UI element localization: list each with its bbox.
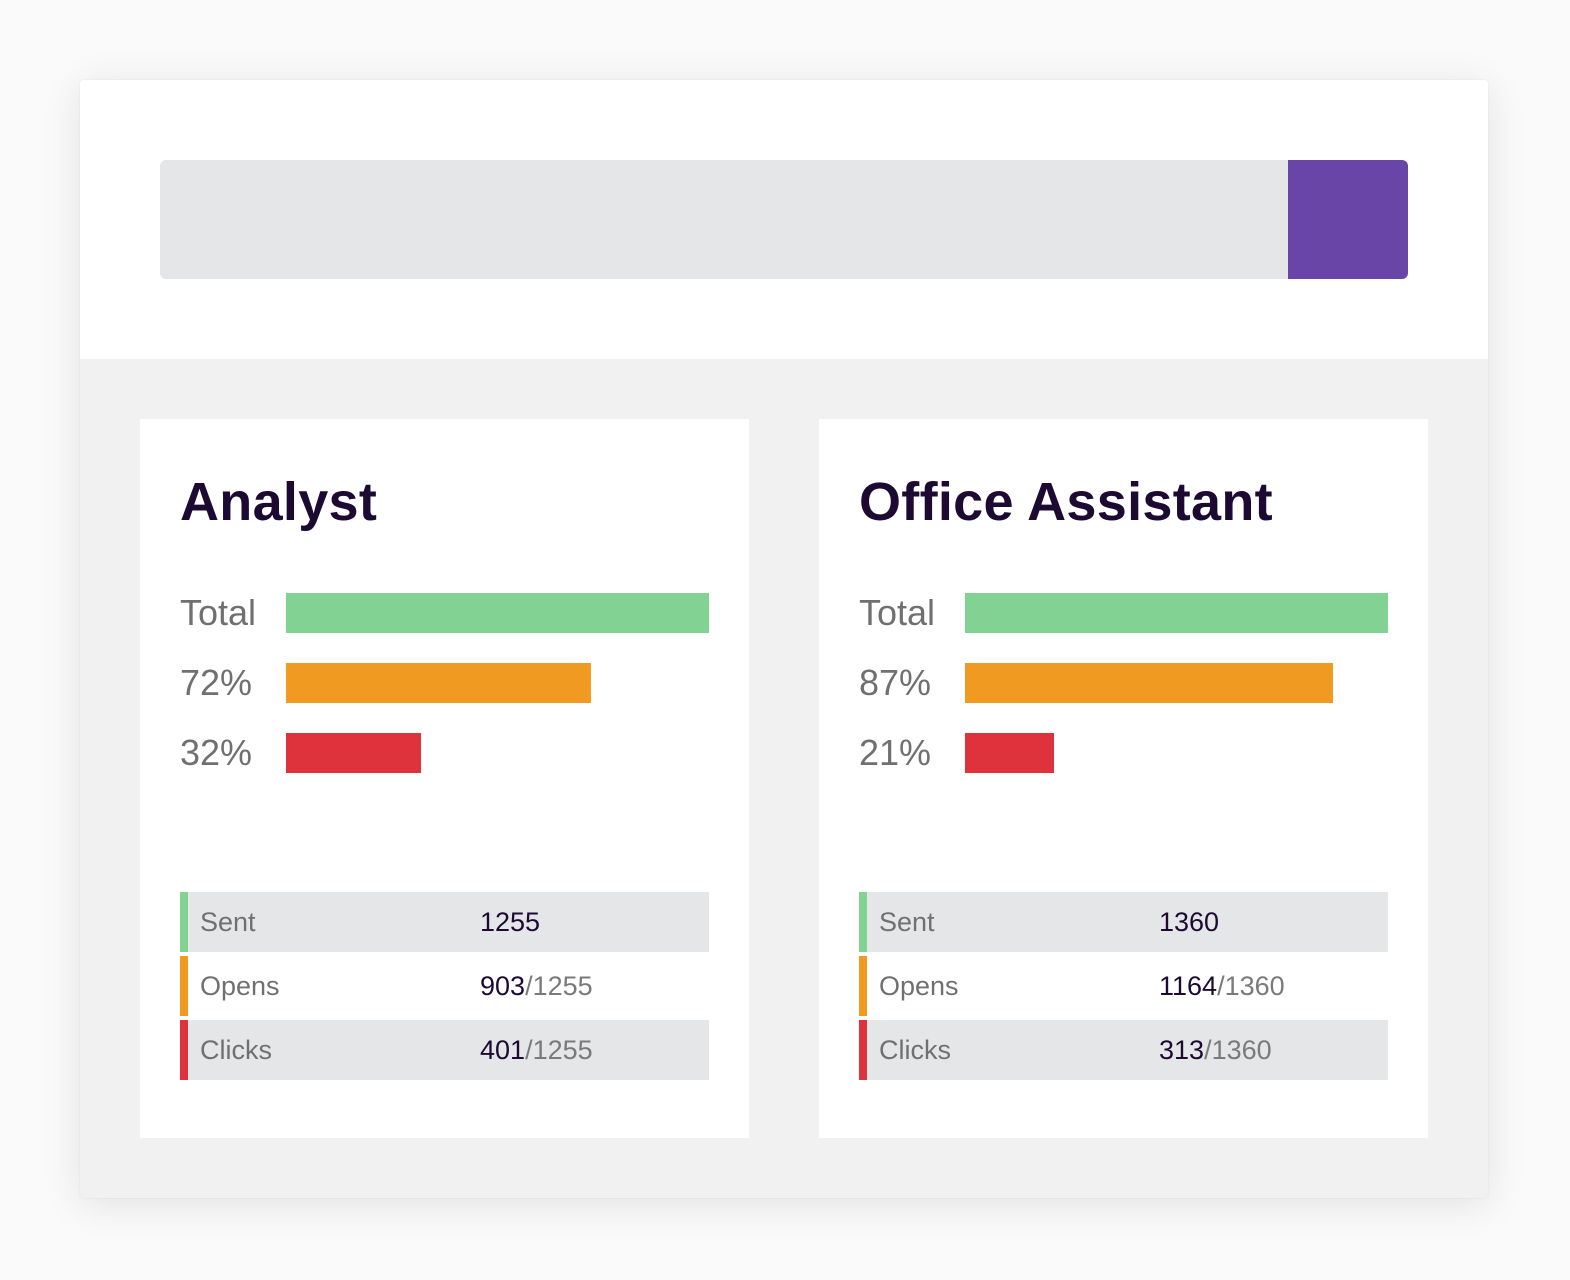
- app-window: Analyst Total 72% 32% Sent 1255: [80, 80, 1488, 1198]
- bar-track: [286, 593, 709, 633]
- stat-accent: [859, 892, 867, 952]
- bar-track: [965, 733, 1388, 773]
- total-bar: [286, 593, 709, 633]
- stat-separator: /: [1204, 1035, 1212, 1065]
- stat-name: Opens: [200, 971, 280, 1001]
- stat-name: Clicks: [879, 1035, 951, 1065]
- bar-track: [286, 663, 709, 703]
- stat-number: 1164: [1159, 971, 1218, 1001]
- stat-accent: [859, 956, 867, 1016]
- stat-number: 1360: [1159, 907, 1220, 937]
- stat-total: 1360: [1211, 1035, 1272, 1065]
- stat-value: 1360: [1159, 892, 1219, 952]
- stat-total: 1255: [532, 1035, 593, 1065]
- stat-row-clicks: Clicks 401/1255: [180, 1020, 709, 1080]
- stat-accent: [180, 956, 188, 1016]
- bar-track: [965, 593, 1388, 633]
- stat-name: Sent: [200, 907, 256, 937]
- stat-value: 313/1360: [1159, 1020, 1272, 1080]
- stat-separator: /: [1217, 971, 1225, 1001]
- stat-accent: [180, 1020, 188, 1080]
- stat-number: 903: [480, 971, 526, 1001]
- stat-row-sent: Sent 1255: [180, 892, 709, 952]
- stat-row-opens: Opens 903/1255: [180, 956, 709, 1016]
- stat-separator: /: [525, 971, 533, 1001]
- stat-number: 313: [1159, 1035, 1205, 1065]
- total-bar: [965, 593, 1388, 633]
- stat-row-sent: Sent 1360: [859, 892, 1388, 952]
- bar-row-total: Total: [859, 593, 1388, 633]
- stat-value: 1255: [480, 892, 540, 952]
- stat-accent: [859, 1020, 867, 1080]
- bar-row-clicks: 21%: [859, 733, 1388, 773]
- stat-value: 401/1255: [480, 1020, 593, 1080]
- stat-accent: [180, 892, 188, 952]
- bar-track: [286, 733, 709, 773]
- search-input[interactable]: [160, 160, 1288, 279]
- stat-name: Sent: [879, 907, 935, 937]
- stat-total: 1255: [532, 971, 593, 1001]
- bar-label: Total: [859, 592, 936, 633]
- opens-bar: [286, 663, 591, 703]
- campaign-card: Analyst Total 72% 32% Sent 1255: [140, 419, 749, 1138]
- bar-label: 21%: [859, 732, 932, 773]
- stat-name: Opens: [879, 971, 959, 1001]
- card-title: Analyst: [180, 472, 378, 532]
- search-button[interactable]: [1288, 160, 1408, 279]
- stat-number: 401: [480, 1035, 526, 1065]
- card-title: Office Assistant: [859, 472, 1273, 532]
- search-bar: [160, 160, 1408, 279]
- bar-label: 87%: [859, 662, 932, 703]
- clicks-bar: [965, 733, 1054, 773]
- campaign-card: Office Assistant Total 87% 21% Sent: [819, 419, 1428, 1138]
- header: [80, 80, 1488, 359]
- stat-number: 1255: [480, 907, 541, 937]
- stat-separator: /: [525, 1035, 533, 1065]
- bar-row-opens: 72%: [180, 663, 709, 703]
- stat-total: 1360: [1224, 971, 1285, 1001]
- bar-label: 72%: [180, 662, 253, 703]
- bar-label: Total: [180, 592, 257, 633]
- stat-row-clicks: Clicks 313/1360: [859, 1020, 1388, 1080]
- stat-value: 903/1255: [480, 956, 593, 1016]
- bar-label: 32%: [180, 732, 253, 773]
- bar-track: [965, 663, 1388, 703]
- bar-row-total: Total: [180, 593, 709, 633]
- stat-name: Clicks: [200, 1035, 272, 1065]
- stat-value: 1164/1360: [1159, 956, 1285, 1016]
- clicks-bar: [286, 733, 422, 773]
- bar-row-clicks: 32%: [180, 733, 709, 773]
- opens-bar: [965, 663, 1333, 703]
- bar-row-opens: 87%: [859, 663, 1388, 703]
- stat-row-opens: Opens 1164/1360: [859, 956, 1388, 1016]
